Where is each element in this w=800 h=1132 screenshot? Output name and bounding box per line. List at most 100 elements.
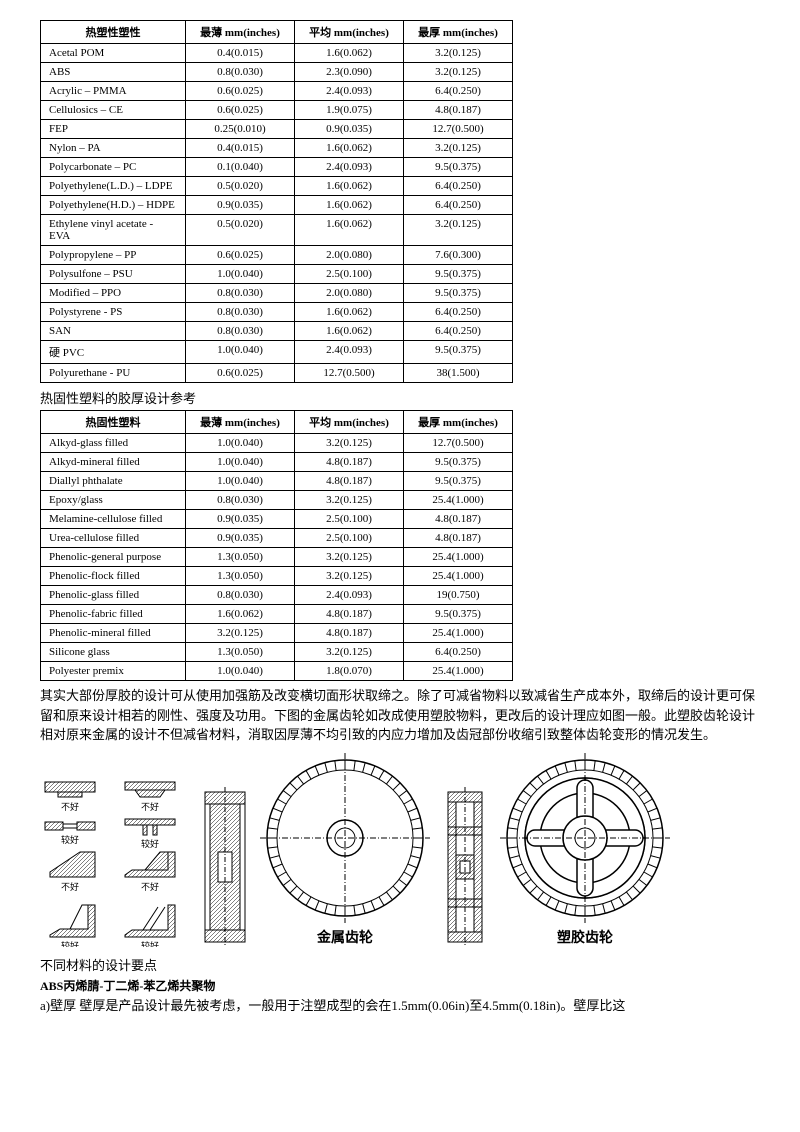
table-cell: 1.6(0.062) <box>295 196 404 215</box>
table-cell: 38(1.500) <box>404 364 513 383</box>
table-cell: 25.4(1.000) <box>404 491 513 510</box>
table-cell: 12.7(0.500) <box>404 120 513 139</box>
col-header: 热塑性塑性 <box>41 21 186 44</box>
table-cell: Polyester premix <box>41 662 186 681</box>
table-cell: Polyethylene(H.D.) – HDPE <box>41 196 186 215</box>
table-cell: 0.4(0.015) <box>186 44 295 63</box>
table-row: Cellulosics – CE0.6(0.025)1.9(0.075)4.8(… <box>41 101 513 120</box>
table-cell: 0.25(0.010) <box>186 120 295 139</box>
table-cell: Cellulosics – CE <box>41 101 186 120</box>
table-cell: 1.6(0.062) <box>295 44 404 63</box>
table-cell: 6.4(0.250) <box>404 643 513 662</box>
table-cell: 12.7(0.500) <box>404 434 513 453</box>
materials-section-title: 不同材料的设计要点 <box>40 955 760 974</box>
table-cell: 6.4(0.250) <box>404 82 513 101</box>
table-cell: 2.3(0.090) <box>295 63 404 82</box>
table-cell: Polysulfone – PSU <box>41 265 186 284</box>
cross-section-examples: 不好 不好 较好 较好 不好 <box>40 777 190 947</box>
table-row: Polyethylene(H.D.) – HDPE0.9(0.035)1.6(0… <box>41 196 513 215</box>
table-cell: 0.6(0.025) <box>186 101 295 120</box>
table-cell: 9.5(0.375) <box>404 158 513 177</box>
table-cell: 25.4(1.000) <box>404 567 513 586</box>
table-cell: 硬 PVC <box>41 341 186 364</box>
table-cell: 3.2(0.125) <box>295 491 404 510</box>
table-cell: Polystyrene - PS <box>41 303 186 322</box>
table-cell: 9.5(0.375) <box>404 453 513 472</box>
table-cell: 3.2(0.125) <box>404 44 513 63</box>
table-cell: 0.6(0.025) <box>186 364 295 383</box>
table-cell: 4.8(0.187) <box>295 605 404 624</box>
table-cell: 25.4(1.000) <box>404 624 513 643</box>
table-row: Melamine-cellulose filled0.9(0.035)2.5(0… <box>41 510 513 529</box>
table-cell: FEP <box>41 120 186 139</box>
cross-section-svg: 不好 不好 较好 较好 不好 <box>40 777 190 947</box>
table-cell: 0.8(0.030) <box>186 284 295 303</box>
abs-material-title: ABS丙烯腈-丁二烯-苯乙烯共聚物 <box>40 977 760 994</box>
table-cell: Silicone glass <box>41 643 186 662</box>
table-row: Alkyd-mineral filled1.0(0.040)4.8(0.187)… <box>41 453 513 472</box>
table-cell: 9.5(0.375) <box>404 265 513 284</box>
metal-gear-svg <box>260 753 430 923</box>
table-cell: 3.2(0.125) <box>295 548 404 567</box>
table-cell: 25.4(1.000) <box>404 662 513 681</box>
table-cell: 0.8(0.030) <box>186 63 295 82</box>
table-cell: 0.9(0.035) <box>295 120 404 139</box>
table-cell: 2.5(0.100) <box>295 265 404 284</box>
table-cell: 1.0(0.040) <box>186 265 295 284</box>
table-cell: 2.4(0.093) <box>295 341 404 364</box>
svg-text:不好: 不好 <box>61 801 79 812</box>
table-header-row: 热塑性塑性 最薄 mm(inches) 平均 mm(inches) 最厚 mm(… <box>41 21 513 44</box>
table-cell: 1.6(0.062) <box>295 322 404 341</box>
table-row: Polysulfone – PSU1.0(0.040)2.5(0.100)9.5… <box>41 265 513 284</box>
table-row: Nylon – PA0.4(0.015)1.6(0.062)3.2(0.125) <box>41 139 513 158</box>
table-row: Polyester premix1.0(0.040)1.8(0.070)25.4… <box>41 662 513 681</box>
table-cell: ABS <box>41 63 186 82</box>
table-cell: Nylon – PA <box>41 139 186 158</box>
table-cell: Polypropylene – PP <box>41 246 186 265</box>
table-row: Urea-cellulose filled0.9(0.035)2.5(0.100… <box>41 529 513 548</box>
table-row: Phenolic-flock filled1.3(0.050)3.2(0.125… <box>41 567 513 586</box>
table-row: Ethylene vinyl acetate - EVA0.5(0.020)1.… <box>41 215 513 246</box>
table-row: Modified – PPO0.8(0.030)2.0(0.080)9.5(0.… <box>41 284 513 303</box>
table-cell: Phenolic-fabric filled <box>41 605 186 624</box>
table-header-row: 热固性塑料 最薄 mm(inches) 平均 mm(inches) 最厚 mm(… <box>41 411 513 434</box>
col-header: 最厚 mm(inches) <box>404 21 513 44</box>
abs-body-text: a)壁厚 壁厚是产品设计最先被考虑，一般用于注塑成型的会在1.5mm(0.06i… <box>40 996 760 1016</box>
table-cell: 1.0(0.040) <box>186 662 295 681</box>
table-cell: Modified – PPO <box>41 284 186 303</box>
table-cell: 0.8(0.030) <box>186 322 295 341</box>
table-cell: 0.8(0.030) <box>186 586 295 605</box>
table-cell: Diallyl phthalate <box>41 472 186 491</box>
table-row: Polypropylene – PP0.6(0.025)2.0(0.080)7.… <box>41 246 513 265</box>
metal-gear-front: 金属齿轮 <box>260 753 430 947</box>
table-cell: 6.4(0.250) <box>404 177 513 196</box>
table-cell: Phenolic-general purpose <box>41 548 186 567</box>
gear-diagram-row: 不好 不好 较好 较好 不好 <box>40 753 760 947</box>
table-cell: 6.4(0.250) <box>404 196 513 215</box>
table-row: Acrylic – PMMA0.6(0.025)2.4(0.093)6.4(0.… <box>41 82 513 101</box>
table-cell: 1.0(0.040) <box>186 341 295 364</box>
table-cell: 1.6(0.062) <box>186 605 295 624</box>
table-cell: Polycarbonate – PC <box>41 158 186 177</box>
table-cell: 4.8(0.187) <box>295 472 404 491</box>
plastic-gear-front: 塑胶齿轮 <box>500 753 670 947</box>
table-cell: 9.5(0.375) <box>404 284 513 303</box>
plastic-gear-svg <box>500 753 670 923</box>
table-row: Polyethylene(L.D.) – LDPE0.5(0.020)1.6(0… <box>41 177 513 196</box>
table-row: Silicone glass1.3(0.050)3.2(0.125)6.4(0.… <box>41 643 513 662</box>
svg-text:不好: 不好 <box>61 881 79 892</box>
table-cell: Epoxy/glass <box>41 491 186 510</box>
table-cell: 0.8(0.030) <box>186 491 295 510</box>
table-cell: 4.8(0.187) <box>404 101 513 120</box>
table-cell: Phenolic-glass filled <box>41 586 186 605</box>
svg-text:不好: 不好 <box>141 881 159 892</box>
table-cell: 1.0(0.040) <box>186 434 295 453</box>
table-row: Phenolic-general purpose1.3(0.050)3.2(0.… <box>41 548 513 567</box>
table-cell: 3.2(0.125) <box>404 215 513 246</box>
svg-text:不好: 不好 <box>141 801 159 812</box>
table-cell: 1.6(0.062) <box>295 303 404 322</box>
table-row: Acetal POM0.4(0.015)1.6(0.062)3.2(0.125) <box>41 44 513 63</box>
table-row: Polystyrene - PS0.8(0.030)1.6(0.062)6.4(… <box>41 303 513 322</box>
table-cell: 19(0.750) <box>404 586 513 605</box>
table-cell: 0.5(0.020) <box>186 177 295 196</box>
